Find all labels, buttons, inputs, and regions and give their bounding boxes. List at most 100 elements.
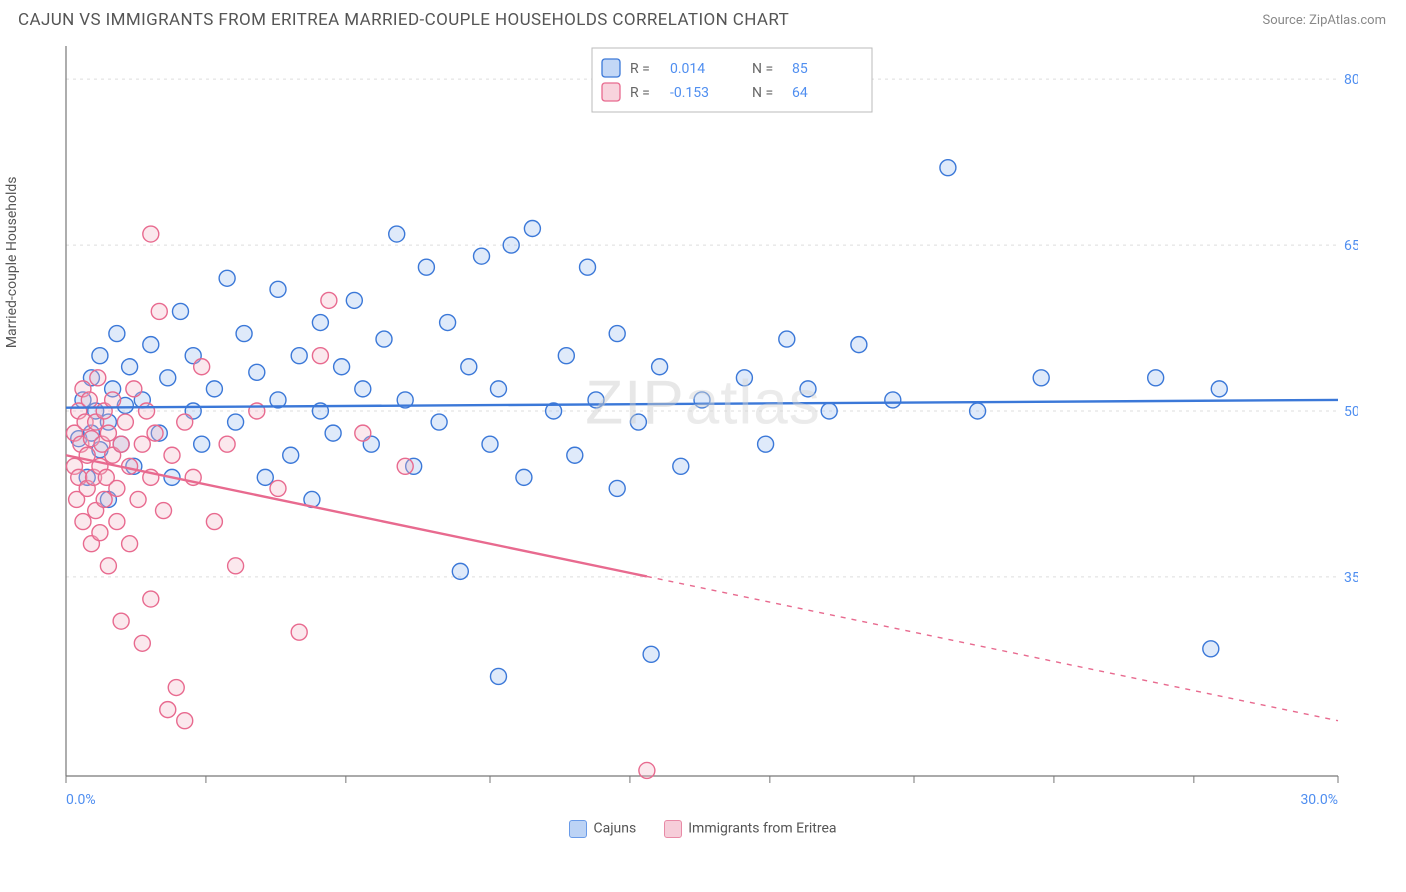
y-tick-label: 50.0% [1344, 404, 1358, 420]
data-point [474, 248, 490, 264]
data-point [228, 558, 244, 574]
stats-n-label: N = [752, 61, 773, 77]
data-point [516, 469, 532, 485]
data-point [630, 414, 646, 430]
data-point [109, 326, 125, 342]
data-point [117, 414, 133, 430]
data-point [122, 359, 138, 375]
data-point [312, 315, 328, 331]
data-point [270, 480, 286, 496]
data-point [652, 359, 668, 375]
data-point [1211, 381, 1227, 397]
data-point [355, 381, 371, 397]
chart-title: CAJUN VS IMMIGRANTS FROM ERITREA MARRIED… [18, 10, 789, 30]
data-point [206, 514, 222, 530]
data-point [325, 425, 341, 441]
data-point [96, 491, 112, 507]
data-point [312, 348, 328, 364]
legend-label: Cajuns [593, 821, 636, 837]
stats-r-label: R = [630, 61, 650, 77]
data-point [376, 331, 392, 347]
data-point [130, 491, 146, 507]
data-point [970, 403, 986, 419]
data-point [1148, 370, 1164, 386]
data-point [418, 259, 434, 275]
data-point [885, 392, 901, 408]
trend-line-dashed [647, 576, 1338, 720]
data-point [482, 436, 498, 452]
stats-n-label: N = [752, 85, 773, 101]
y-axis-label: Married-couple Households [4, 176, 20, 348]
data-point [160, 370, 176, 386]
data-point [346, 292, 362, 308]
data-point [81, 392, 97, 408]
legend-item: Cajuns [569, 820, 636, 838]
legend-swatch [664, 820, 682, 838]
data-point [567, 447, 583, 463]
data-point [147, 425, 163, 441]
data-point [452, 563, 468, 579]
data-point [143, 591, 159, 607]
data-point [524, 221, 540, 237]
data-point [639, 762, 655, 778]
data-point [100, 425, 116, 441]
data-point [461, 359, 477, 375]
data-point [249, 364, 265, 380]
data-point [219, 270, 235, 286]
data-point [758, 436, 774, 452]
data-point [580, 259, 596, 275]
data-point [143, 226, 159, 242]
data-point [143, 337, 159, 353]
y-tick-label: 35.0% [1344, 570, 1358, 586]
data-point [736, 370, 752, 386]
y-tick-label: 65.0% [1344, 238, 1358, 254]
legend-label: Immigrants from Eritrea [688, 821, 836, 837]
y-tick-label: 80.0% [1344, 72, 1358, 88]
stats-r-value: 0.014 [670, 61, 705, 77]
trend-line [66, 455, 647, 576]
scatter-chart: 35.0%50.0%65.0%80.0%0.0%30.0%R =0.014N =… [18, 36, 1358, 816]
data-point [164, 447, 180, 463]
data-point [109, 480, 125, 496]
data-point [168, 680, 184, 696]
data-point [90, 370, 106, 386]
data-point [558, 348, 574, 364]
data-point [134, 436, 150, 452]
legend-swatch [569, 820, 587, 838]
data-point [800, 381, 816, 397]
data-point [490, 381, 506, 397]
source-label: Source: ZipAtlas.com [1262, 13, 1386, 28]
data-point [92, 348, 108, 364]
stats-box [592, 48, 872, 112]
data-point [194, 359, 210, 375]
data-point [194, 436, 210, 452]
stats-r-label: R = [630, 85, 650, 101]
data-point [779, 331, 795, 347]
data-point [236, 326, 252, 342]
data-point [151, 303, 167, 319]
stats-n-value: 85 [792, 61, 808, 77]
data-point [100, 558, 116, 574]
data-point [291, 348, 307, 364]
legend-item: Immigrants from Eritrea [664, 820, 836, 838]
data-point [609, 326, 625, 342]
data-point [160, 702, 176, 718]
data-point [134, 635, 150, 651]
data-point [334, 359, 350, 375]
data-point [228, 414, 244, 430]
data-point [355, 425, 371, 441]
data-point [431, 414, 447, 430]
data-point [440, 315, 456, 331]
data-point [156, 503, 172, 519]
stats-n-value: 64 [792, 85, 808, 101]
data-point [177, 713, 193, 729]
data-point [92, 525, 108, 541]
data-point [109, 514, 125, 530]
data-point [75, 514, 91, 530]
data-point [177, 414, 193, 430]
data-point [643, 646, 659, 662]
data-point [821, 403, 837, 419]
data-point [206, 381, 222, 397]
data-point [257, 469, 273, 485]
data-point [270, 281, 286, 297]
